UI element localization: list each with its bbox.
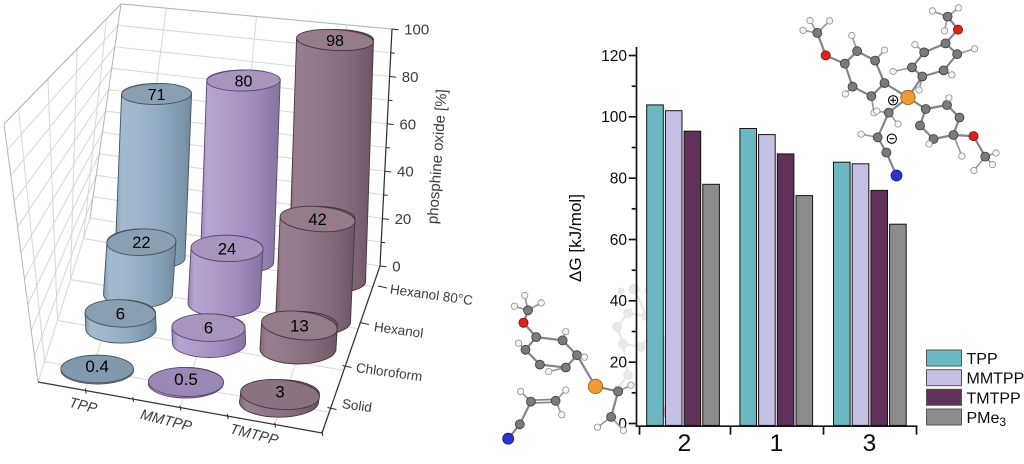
- svg-text:0.5: 0.5: [174, 370, 198, 389]
- svg-text:0.4: 0.4: [85, 357, 109, 376]
- svg-text:80: 80: [610, 171, 628, 188]
- svg-text:40: 40: [397, 164, 414, 181]
- svg-text:60: 60: [399, 116, 416, 133]
- svg-text:98: 98: [326, 33, 344, 50]
- svg-text:40: 40: [610, 293, 628, 310]
- svg-text:ΔG [kJ/mol]: ΔG [kJ/mol]: [566, 194, 585, 282]
- svg-text:0: 0: [392, 259, 400, 276]
- svg-text:24: 24: [218, 240, 236, 258]
- svg-text:6: 6: [116, 305, 125, 324]
- svg-text:3: 3: [275, 383, 284, 402]
- svg-text:60: 60: [610, 232, 628, 249]
- svg-text:71: 71: [148, 87, 166, 104]
- svg-text:22: 22: [132, 234, 150, 252]
- svg-text:TMTPP: TMTPP: [967, 390, 1021, 407]
- svg-text:2: 2: [678, 430, 692, 457]
- svg-text:1: 1: [770, 430, 784, 457]
- svg-text:20: 20: [610, 355, 628, 372]
- svg-text:42: 42: [308, 211, 326, 229]
- svg-text:20: 20: [395, 211, 412, 228]
- svg-text:13: 13: [290, 317, 309, 336]
- svg-text:3: 3: [863, 430, 877, 457]
- svg-text:80: 80: [402, 69, 419, 86]
- svg-text:TPP: TPP: [967, 351, 998, 368]
- svg-text:80: 80: [235, 73, 253, 90]
- svg-text:120: 120: [601, 48, 627, 65]
- svg-text:100: 100: [601, 109, 627, 126]
- svg-text:100: 100: [404, 22, 429, 39]
- svg-text:MMTPP: MMTPP: [967, 371, 1024, 388]
- svg-text:6: 6: [204, 319, 213, 338]
